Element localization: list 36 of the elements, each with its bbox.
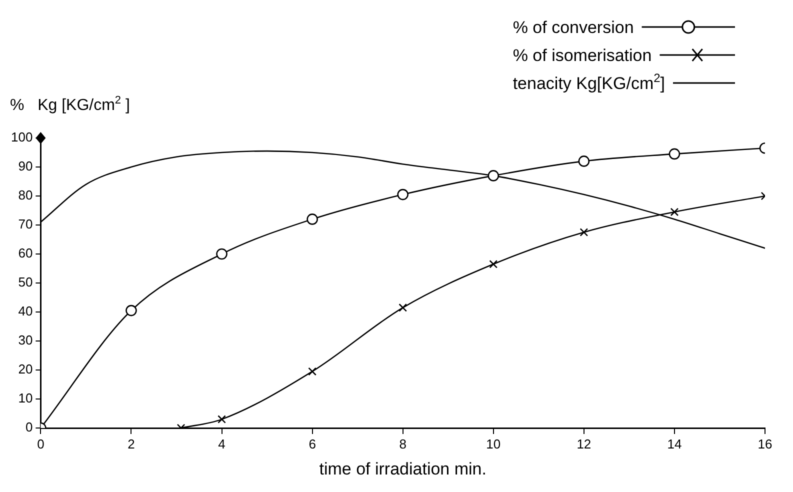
point	[670, 208, 679, 216]
y-tick-label: 40	[18, 304, 33, 319]
y-tick-label: 70	[18, 216, 33, 232]
x-tick-label: 14	[667, 436, 682, 452]
point	[488, 170, 500, 182]
x-tick-label: 0	[37, 436, 44, 452]
x-tick-label: 2	[128, 436, 135, 452]
x-tick-label: 10	[486, 436, 501, 452]
point	[398, 303, 408, 312]
legend-label: % of isomerisation	[512, 46, 652, 65]
point	[218, 415, 226, 424]
y-tick-label: 90	[18, 158, 33, 174]
x-tick-label: 16	[758, 436, 772, 452]
y-tick-label: 10	[18, 390, 33, 406]
point	[126, 304, 137, 316]
point	[578, 156, 590, 167]
point	[397, 188, 408, 200]
x-tick-label: 12	[576, 436, 592, 452]
y-tick-label: 50	[18, 274, 33, 290]
point	[306, 214, 318, 225]
point	[668, 148, 680, 160]
x-tick-label: 6	[308, 436, 316, 452]
y-tick-label: 0	[25, 420, 33, 435]
x-axis-title: time of irradiation min.	[319, 459, 486, 478]
y-tick-label: 100	[10, 130, 33, 145]
point	[489, 260, 498, 268]
point	[308, 367, 316, 376]
x-tick-label: 8	[399, 436, 406, 452]
y-tick-label: 60	[18, 246, 33, 261]
y-tick-label: 30	[18, 332, 33, 348]
x-tick-label: 4	[218, 436, 226, 452]
y-tick-label: 20	[18, 362, 33, 377]
point	[216, 248, 228, 260]
legend-label: % of conversion	[512, 18, 634, 37]
point	[580, 228, 588, 236]
y-tick-label: 80	[18, 188, 33, 203]
